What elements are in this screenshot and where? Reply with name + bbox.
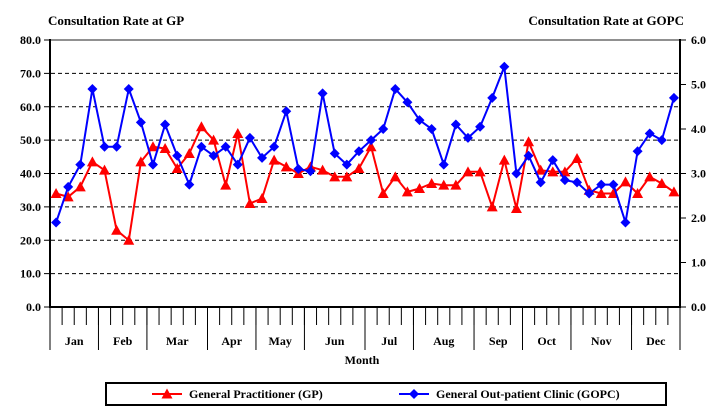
svg-text:Jun: Jun xyxy=(325,334,345,348)
svg-text:Aug: Aug xyxy=(433,334,454,348)
svg-text:70.0: 70.0 xyxy=(20,66,41,80)
svg-text:Oct: Oct xyxy=(537,334,556,348)
svg-text:Feb: Feb xyxy=(113,334,133,348)
legend: General Practitioner (GP) General Out-pa… xyxy=(105,382,667,406)
gopc-series xyxy=(51,61,679,228)
legend-entry-gp: General Practitioner (GP) xyxy=(151,384,323,404)
svg-text:Sep: Sep xyxy=(489,334,508,348)
legend-entry-gopc: General Out-patient Clinic (GOPC) xyxy=(398,384,620,404)
gopc-line-diamond-icon xyxy=(399,389,429,399)
svg-text:80.0: 80.0 xyxy=(20,33,41,47)
legend-label-gp: General Practitioner (GP) xyxy=(189,386,323,401)
svg-text:20.0: 20.0 xyxy=(20,233,41,247)
x-axis-label: Month xyxy=(344,353,380,367)
svg-text:2.0: 2.0 xyxy=(691,211,706,225)
svg-text:Apr: Apr xyxy=(221,334,242,348)
svg-text:May: May xyxy=(269,334,292,348)
svg-text:0.0: 0.0 xyxy=(26,300,41,314)
legend-label-gopc: General Out-patient Clinic (GOPC) xyxy=(436,386,620,401)
svg-text:Mar: Mar xyxy=(166,334,189,348)
svg-text:5.0: 5.0 xyxy=(691,78,706,92)
left-axis-title: Consultation Rate at GP xyxy=(48,13,185,28)
svg-text:60.0: 60.0 xyxy=(20,100,41,114)
right-axis-title: Consultation Rate at GOPC xyxy=(528,13,684,28)
svg-text:4.0: 4.0 xyxy=(691,122,706,136)
svg-text:Jul: Jul xyxy=(381,334,398,348)
svg-text:Jan: Jan xyxy=(65,334,84,348)
gridlines xyxy=(51,72,679,275)
svg-text:6.0: 6.0 xyxy=(691,33,706,47)
svg-text:Nov: Nov xyxy=(591,334,612,348)
svg-text:30.0: 30.0 xyxy=(20,200,41,214)
svg-text:0.0: 0.0 xyxy=(691,300,706,314)
svg-text:Dec: Dec xyxy=(646,334,666,348)
right-axis: 0.0 1.0 2.0 3.0 4.0 5.0 6.0 xyxy=(680,33,706,314)
svg-text:40.0: 40.0 xyxy=(20,167,41,181)
left-axis: 0.0 10.0 20.0 30.0 40.0 50.0 60.0 70.0 80.0 xyxy=(20,33,50,314)
x-axis: Jan Feb Mar Apr May Jun Jul Aug Sep Oct Nov Dec xyxy=(49,307,681,350)
svg-text:1.0: 1.0 xyxy=(691,256,706,270)
gp-line-triangle-icon xyxy=(152,388,182,399)
svg-text:10.0: 10.0 xyxy=(20,267,41,281)
svg-text:50.0: 50.0 xyxy=(20,133,41,147)
svg-text:3.0: 3.0 xyxy=(691,167,706,181)
